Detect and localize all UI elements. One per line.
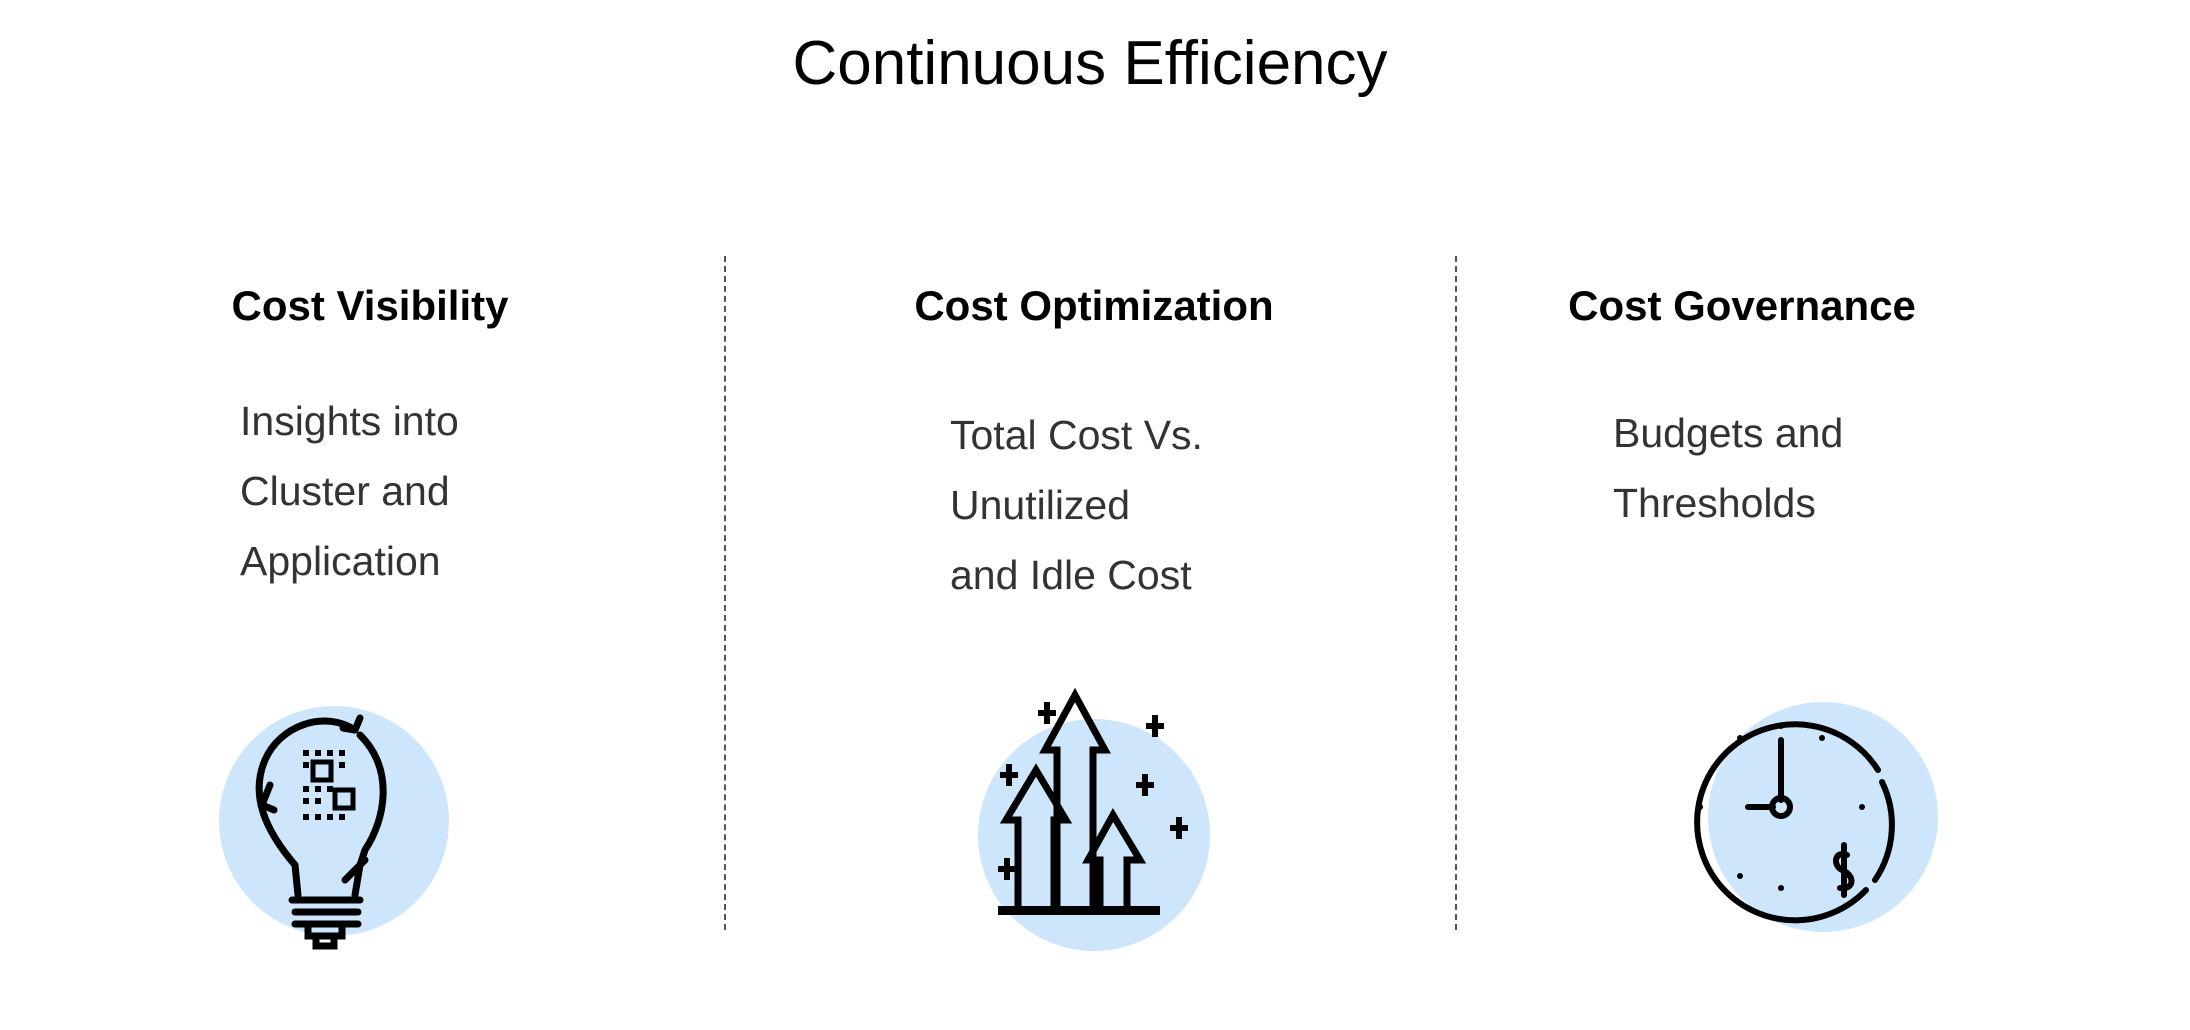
text-line: Application — [240, 538, 441, 584]
text-line: Cluster and — [240, 468, 450, 514]
column-divider — [1455, 256, 1457, 930]
text-line: Total Cost Vs. — [950, 412, 1203, 458]
text-line: Unutilized — [950, 482, 1131, 528]
text-line: Insights into — [240, 398, 459, 444]
text-line: Budgets and — [1613, 410, 1844, 456]
cost-visibility-description: Insights into Cluster and Application — [240, 386, 459, 596]
arrows-up-growth-icon — [978, 687, 1210, 951]
text-line: Thresholds — [1613, 480, 1816, 526]
text-line: and Idle Cost — [950, 552, 1192, 598]
column-divider — [724, 256, 726, 930]
heading-cost-optimization: Cost Optimization — [914, 282, 1274, 329]
heading-cost-visibility: Cost Visibility — [231, 282, 509, 329]
cost-optimization-description: Total Cost Vs. Unutilized and Idle Cost — [950, 400, 1203, 610]
page-title: Continuous Efficiency — [792, 29, 1388, 98]
heading-cost-governance: Cost Governance — [1568, 282, 1916, 329]
lightbulb-chip-refresh-icon — [219, 706, 449, 950]
clock-dollar-icon — [1694, 702, 1938, 932]
cost-governance-description: Budgets and Thresholds — [1613, 398, 1843, 538]
